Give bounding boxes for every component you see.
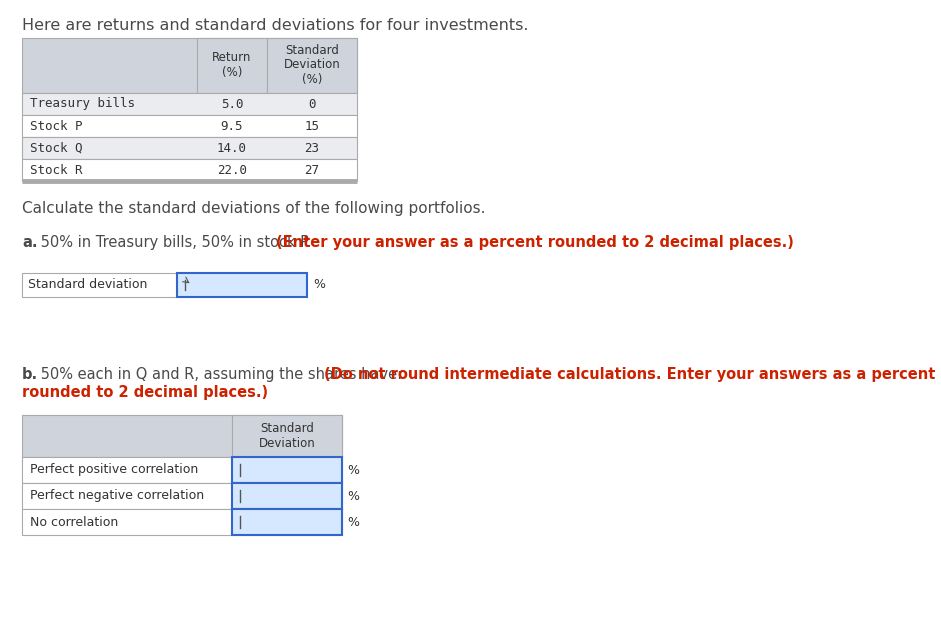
Bar (232, 415, 342, 457)
Text: 23: 23 (305, 141, 320, 155)
Text: Perfect positive correlation: Perfect positive correlation (30, 464, 199, 476)
Bar (197, 38, 267, 93)
Text: 27: 27 (305, 164, 320, 177)
Bar (22, 93, 357, 115)
Text: 14.0: 14.0 (217, 141, 247, 155)
Text: Return
(%): Return (%) (213, 51, 251, 79)
Bar (22, 159, 357, 181)
Bar (22, 457, 342, 483)
Bar (22, 273, 177, 297)
Text: 5.0: 5.0 (221, 98, 244, 110)
Text: 15: 15 (305, 119, 320, 132)
Bar (267, 38, 357, 93)
Text: rounded to 2 decimal places.): rounded to 2 decimal places.) (22, 385, 268, 400)
Bar (22, 415, 342, 457)
Text: Stock R: Stock R (30, 164, 83, 177)
Text: (Enter your answer as a percent rounded to 2 decimal places.): (Enter your answer as a percent rounded … (276, 235, 794, 250)
Bar (22, 38, 357, 93)
Bar (177, 273, 307, 297)
Text: No correlation: No correlation (30, 516, 119, 528)
Text: Stock P: Stock P (30, 119, 83, 132)
Bar (22, 115, 357, 137)
Text: 50% each in Q and R, assuming the shares have:: 50% each in Q and R, assuming the shares… (36, 367, 407, 382)
Text: 0: 0 (309, 98, 316, 110)
Text: %: % (347, 516, 359, 528)
Text: Stock Q: Stock Q (30, 141, 83, 155)
Bar (22, 483, 342, 509)
Text: Standard
Deviation: Standard Deviation (259, 422, 315, 450)
Text: %: % (347, 464, 359, 476)
Text: Perfect negative correlation: Perfect negative correlation (30, 489, 204, 503)
Text: (Do not round intermediate calculations. Enter your answers as a percent: (Do not round intermediate calculations.… (324, 367, 935, 382)
Text: Calculate the standard deviations of the following portfolios.: Calculate the standard deviations of the… (22, 201, 486, 216)
Bar (232, 483, 342, 509)
Bar (22, 137, 357, 159)
Text: %: % (347, 489, 359, 503)
Text: %: % (313, 279, 325, 291)
Text: 50% in Treasury bills, 50% in stock P.: 50% in Treasury bills, 50% in stock P. (36, 235, 316, 250)
Text: 9.5: 9.5 (221, 119, 244, 132)
Text: Standard deviation: Standard deviation (28, 279, 148, 291)
Text: Standard
Deviation
(%): Standard Deviation (%) (283, 44, 341, 87)
Bar (22, 509, 342, 535)
Bar (232, 509, 342, 535)
Text: b.: b. (22, 367, 39, 382)
Text: a.: a. (22, 235, 38, 250)
Bar (232, 457, 342, 483)
Text: 22.0: 22.0 (217, 164, 247, 177)
Text: Here are returns and standard deviations for four investments.: Here are returns and standard deviations… (22, 18, 529, 33)
Text: Treasury bills: Treasury bills (30, 98, 135, 110)
